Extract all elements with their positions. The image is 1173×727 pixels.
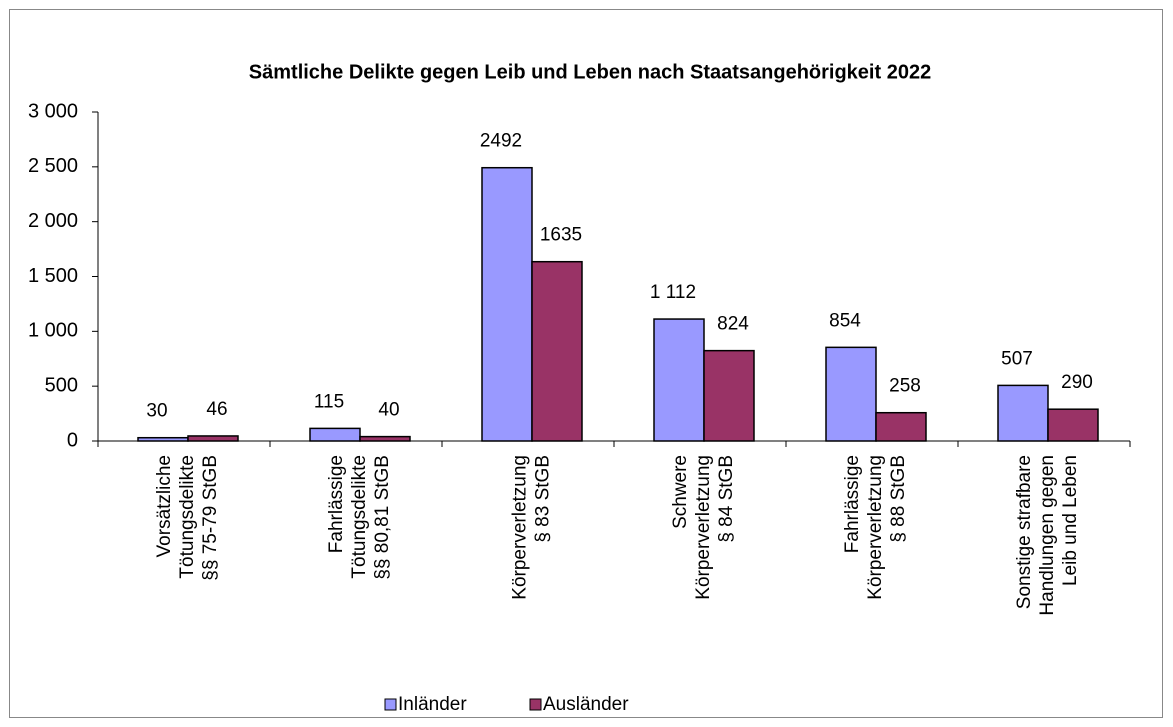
data-label: 115 — [314, 391, 344, 412]
x-tick-label: § 88 StGB — [888, 455, 909, 543]
y-tick-label: 1 000 — [28, 320, 78, 342]
bar — [359, 435, 411, 442]
x-tick-label: Handlungen gegen — [1037, 455, 1058, 616]
data-label: 854 — [829, 310, 861, 331]
legend-label: Inländer — [398, 694, 467, 715]
data-label: 824 — [717, 314, 749, 335]
y-tick-label: 3 000 — [28, 100, 78, 122]
x-tick-label: Sonstige strafbare — [1014, 455, 1035, 609]
legend-swatch — [529, 698, 542, 711]
bar — [825, 346, 877, 442]
bar — [187, 435, 239, 442]
x-tick-label: Körperverletzung — [865, 455, 886, 600]
bar — [875, 411, 927, 442]
bar — [309, 427, 361, 442]
x-tick-label: Tötungsdelikte — [349, 455, 370, 579]
bar — [531, 260, 583, 442]
data-label: 2492 — [480, 131, 522, 152]
x-tick-label: Körperverletzung — [693, 455, 714, 600]
data-label: 40 — [378, 400, 399, 421]
data-label: 258 — [889, 376, 921, 397]
data-label: 46 — [206, 399, 227, 420]
y-tick-label: 2 500 — [28, 155, 78, 177]
bar — [481, 166, 533, 442]
data-label: 30 — [146, 401, 167, 422]
legend-swatch — [384, 698, 397, 711]
bar — [1047, 408, 1099, 442]
data-label: 290 — [1061, 372, 1093, 393]
x-tick-label: Leib und Leben — [1060, 455, 1081, 586]
bar — [653, 318, 705, 442]
x-tick-label: Fahrlässige — [842, 455, 863, 553]
x-tick-label: Körperverletzung — [510, 455, 531, 600]
chart-border — [9, 9, 1163, 718]
x-tick-label: Schwere — [670, 455, 691, 529]
data-label: 1635 — [540, 225, 582, 246]
legend-label: Ausländer — [543, 694, 629, 715]
x-tick-label: Tötungsdelikte — [177, 455, 198, 579]
x-tick-label: §§ 75-79 StGB — [200, 455, 221, 581]
y-tick-label: 0 — [67, 429, 78, 451]
data-label: 507 — [1001, 348, 1033, 369]
bar — [997, 384, 1049, 442]
chart-title: Sämtliche Delikte gegen Leib und Leben n… — [249, 61, 931, 83]
x-tick-label: Vorsätzliche — [154, 455, 175, 557]
x-tick-label: Fahrlässige — [326, 455, 347, 553]
x-tick-label: § 83 StGB — [533, 455, 554, 543]
y-tick-label: 1 500 — [28, 265, 78, 287]
x-tick-label: § 84 StGB — [716, 455, 737, 543]
y-tick-label: 2 000 — [28, 210, 78, 232]
data-label: 1 112 — [650, 282, 696, 303]
x-tick-label: §§ 80,81 StGB — [372, 455, 393, 580]
bar — [703, 349, 755, 442]
y-tick-label: 500 — [45, 374, 78, 396]
